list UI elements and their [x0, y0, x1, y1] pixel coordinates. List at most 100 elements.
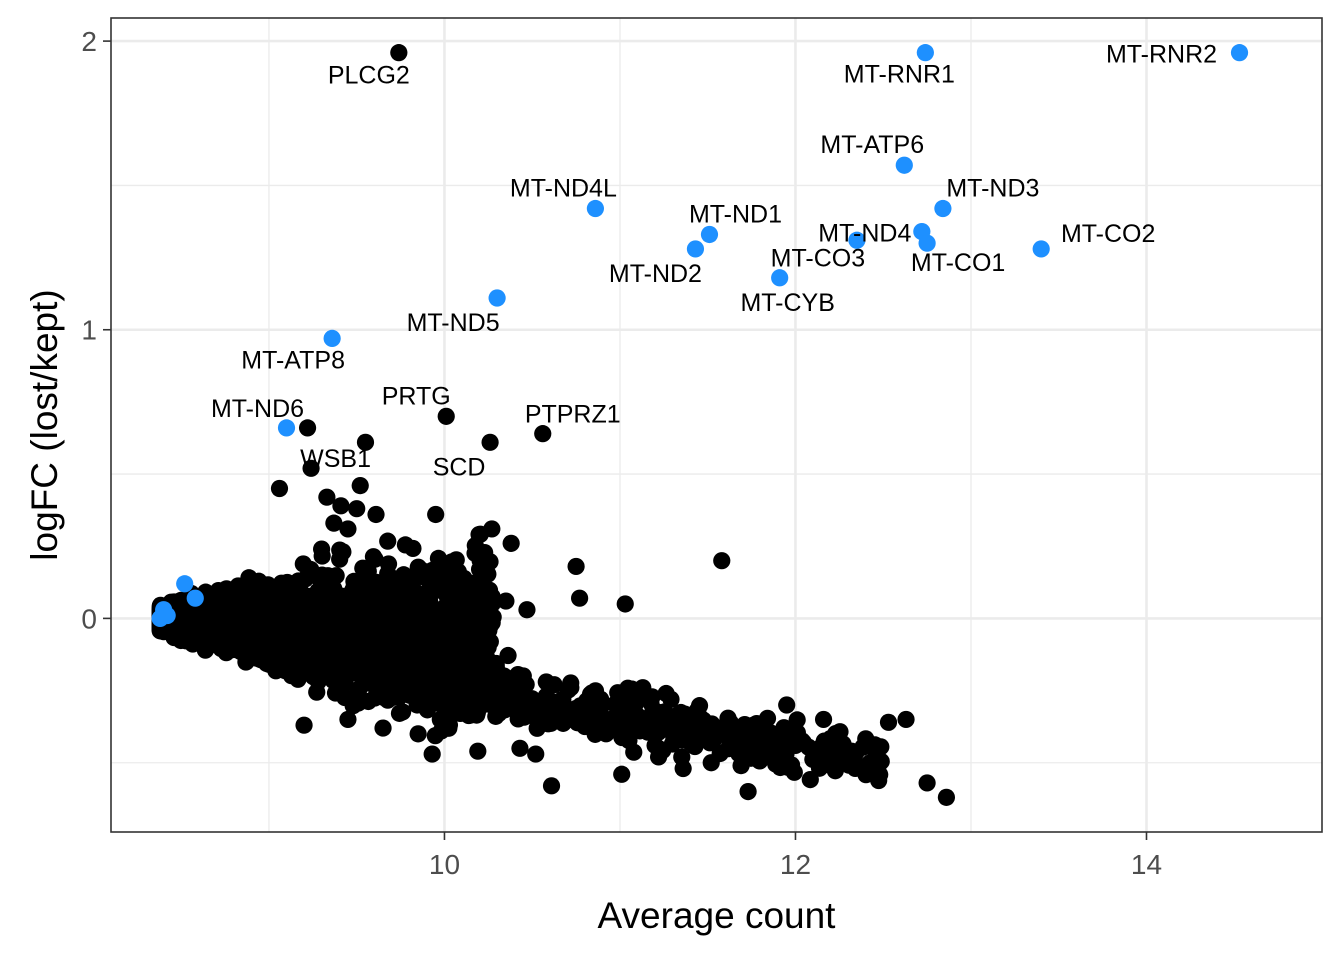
gene-point	[469, 742, 487, 760]
gene-point	[739, 782, 757, 801]
gene-point	[427, 578, 445, 596]
cloud-point	[486, 684, 504, 702]
cloud-point	[314, 568, 332, 587]
cloud-point	[351, 639, 369, 657]
gene-point	[453, 632, 471, 651]
cloud-point	[554, 714, 572, 732]
mito-point	[176, 575, 194, 593]
gene-point	[681, 733, 699, 752]
cloud-point	[294, 555, 312, 573]
gene-point	[502, 534, 520, 552]
point-label: MT-ND5	[407, 309, 500, 337]
point-label: MT-RNR2	[1106, 41, 1217, 69]
cloud-point	[462, 610, 480, 628]
dense-point-cloud	[151, 525, 890, 790]
grid-lines	[111, 18, 1322, 832]
cloud-point	[663, 735, 681, 753]
mito-point	[586, 199, 605, 218]
cloud-point	[545, 676, 563, 694]
cloud-point	[262, 594, 280, 612]
gene-point	[613, 765, 631, 783]
cloud-point	[247, 649, 265, 667]
gene-point	[542, 777, 561, 795]
gene-point	[674, 759, 692, 778]
cloud-point	[576, 717, 594, 736]
cloud-point	[417, 646, 435, 664]
point-label: MT-ND6	[211, 395, 304, 423]
cloud-point	[350, 680, 368, 698]
point-label: MT-RNR1	[844, 61, 955, 89]
gene-point	[762, 742, 780, 760]
cloud-point	[477, 580, 495, 598]
point-label: MT-ND4	[818, 220, 911, 248]
gene-point	[567, 557, 585, 576]
point-label: MT-CO2	[1061, 220, 1155, 248]
point-label: MT-CYB	[740, 289, 834, 317]
data-points	[151, 44, 1249, 806]
gene-point	[470, 560, 489, 578]
gene-point	[302, 459, 320, 477]
gene-point	[879, 713, 898, 731]
gene-point	[332, 497, 350, 515]
cloud-point	[456, 575, 474, 593]
cloud-point	[320, 639, 339, 657]
gene-point	[534, 425, 552, 443]
cloud-point	[665, 715, 683, 733]
cloud-point	[470, 685, 489, 704]
gene-point	[497, 592, 515, 610]
gene-point	[937, 788, 956, 806]
cloud-point	[444, 656, 462, 674]
cloud-point	[387, 576, 405, 594]
mito-point	[686, 240, 705, 258]
cloud-point	[380, 653, 398, 671]
cloud-point	[426, 727, 444, 745]
cloud-point	[288, 626, 306, 644]
gene-point	[313, 540, 331, 558]
point-label: SCD	[433, 453, 486, 481]
cloud-point	[354, 559, 372, 577]
cloud-point	[460, 701, 478, 719]
gene-point	[365, 673, 383, 691]
point-label: MT-ND4L	[510, 175, 617, 203]
mito-point	[1032, 240, 1050, 258]
cloud-point	[440, 719, 458, 737]
cloud-point	[235, 592, 253, 610]
cloud-point	[588, 711, 607, 729]
cloud-point	[758, 709, 777, 727]
cloud-point	[229, 577, 247, 595]
cloud-point	[390, 688, 408, 706]
gene-point	[537, 710, 555, 729]
cloud-point	[428, 630, 446, 648]
cloud-point	[625, 743, 643, 761]
gene-point	[427, 505, 445, 524]
gene-point	[325, 514, 343, 532]
mito-point	[488, 289, 506, 307]
gene-point	[367, 505, 385, 524]
gene-point	[351, 477, 369, 495]
gene-point	[495, 667, 513, 685]
cloud-point	[208, 623, 226, 641]
cloud-point	[400, 656, 418, 674]
mito-point	[1230, 44, 1249, 62]
point-label: MT-CO1	[911, 249, 1005, 277]
mito-point	[895, 156, 913, 174]
cloud-point	[356, 602, 374, 620]
point-label: PTPRZ1	[525, 401, 621, 429]
mito-point	[186, 589, 204, 607]
x-tick-label: 12	[780, 849, 811, 880]
x-tick-label: 10	[429, 849, 460, 880]
mito-point	[323, 329, 341, 348]
gene-point	[423, 745, 441, 763]
gene-point	[356, 433, 375, 451]
cloud-point	[788, 711, 806, 729]
gene-point	[843, 742, 861, 760]
y-tick-label: 1	[81, 315, 97, 346]
gene-point	[897, 710, 915, 729]
cloud-point	[384, 592, 402, 610]
cloud-point	[827, 725, 845, 743]
mito-point	[934, 199, 952, 218]
cloud-point	[366, 653, 384, 671]
mito-point	[151, 609, 169, 627]
gene-point	[518, 601, 536, 619]
